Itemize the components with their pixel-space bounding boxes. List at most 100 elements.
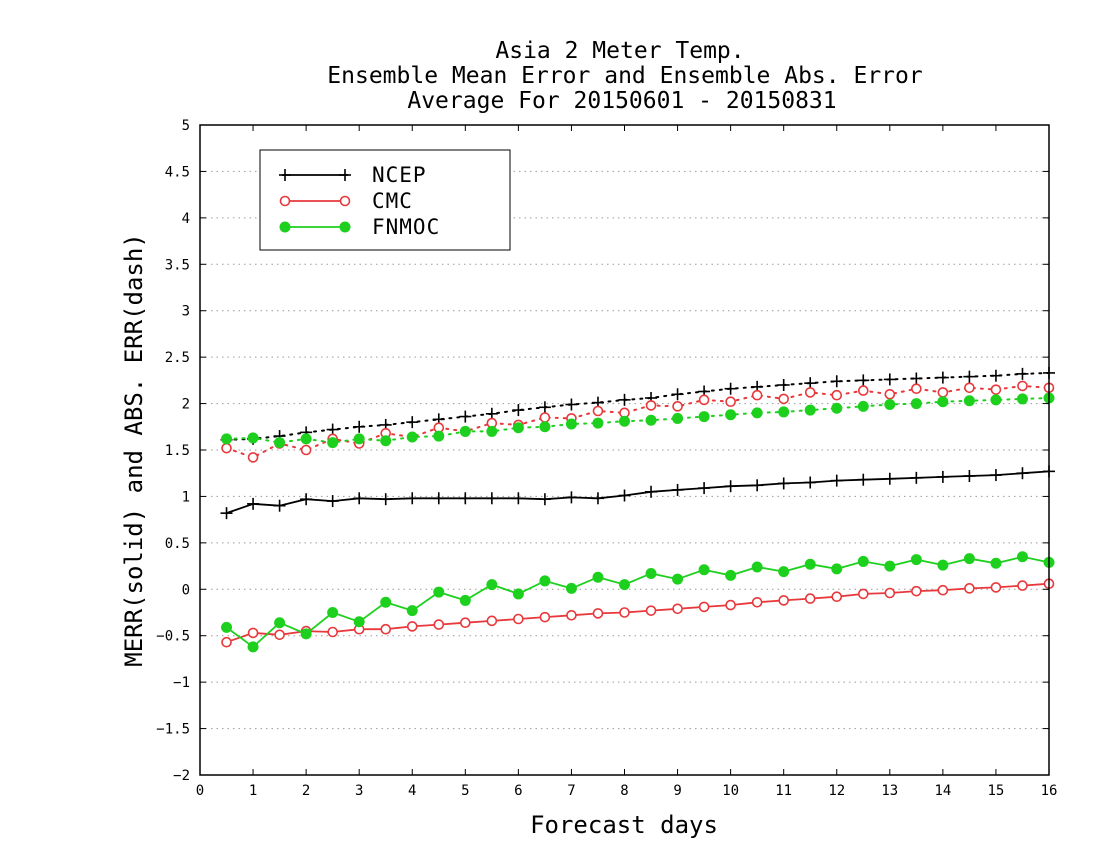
ncep-merr-point	[379, 493, 392, 506]
fnmoc-abs-err-point	[380, 435, 392, 447]
axis-ticks: −2−1.5−1−0.500.511.522.533.544.550 1 2 3 4 5 6…	[156, 118, 1057, 799]
chart-title: Asia 2 Meter Temp. Ensemble Mean Error a…	[327, 38, 922, 114]
y-tick-label: 1	[182, 489, 190, 505]
cmc-merr-point	[911, 585, 922, 597]
cmc-merr-point	[751, 596, 763, 608]
cmc-merr-point	[406, 621, 418, 632]
fnmoc-abs-err-point	[327, 437, 339, 449]
ncep-abs-err-point	[459, 410, 472, 423]
title-line-2: Ensemble Mean Error and Ensemble Abs. Er…	[327, 63, 922, 89]
legend-item-fnmoc: FNMOC	[279, 215, 439, 239]
legend-marker-fnmoc	[339, 221, 351, 233]
ncep-abs-err-point	[724, 382, 737, 395]
fnmoc-merr-point	[725, 569, 737, 581]
fnmoc-merr-point	[539, 575, 551, 587]
ncep-merr-point	[618, 489, 631, 502]
y-tick-label: 1.5	[165, 443, 190, 459]
cmc-abs-err-point	[937, 387, 949, 398]
ncep-merr-point	[751, 479, 764, 492]
ncep-abs-err-point	[989, 369, 1002, 382]
x-tick-label: 15	[988, 783, 1005, 799]
fnmoc-abs-err-point	[433, 430, 445, 442]
cmc-abs-err-point	[804, 387, 816, 398]
cmc-abs-err-point	[964, 382, 975, 394]
cmc-abs-err-point	[592, 405, 604, 417]
legend-marker-ncep	[279, 169, 291, 181]
ncep-merr-point	[645, 485, 658, 498]
fnmoc-merr-point	[645, 568, 657, 579]
ncep-abs-err-point	[857, 374, 870, 387]
title-line-3: Average For 20150601 - 20150831	[407, 88, 836, 114]
fnmoc-abs-err-point	[221, 433, 233, 445]
fnmoc-abs-err-point	[910, 398, 922, 410]
y-tick-label: 0.5	[165, 536, 190, 552]
ncep-abs-err-point	[910, 372, 923, 385]
ncep-merr-point	[910, 471, 923, 484]
fnmoc-abs-err-point	[725, 409, 737, 421]
legend-box	[259, 149, 511, 251]
ncep-abs-err-point	[830, 375, 843, 388]
legend-item-ncep: NCEP	[279, 163, 426, 187]
ncep-merr-point	[406, 492, 419, 505]
cmc-merr-point	[778, 595, 789, 606]
y-tick-label: 5	[182, 118, 190, 134]
cmc-abs-err-point	[831, 389, 843, 401]
fnmoc-merr-point	[1016, 551, 1028, 563]
fnmoc-merr-point	[857, 555, 869, 567]
x-tick-label: 10	[722, 783, 739, 799]
fnmoc-abs-err-point	[274, 437, 286, 449]
cmc-merr-point	[725, 599, 736, 611]
fnmoc-merr-point	[778, 566, 790, 578]
fnmoc-merr-line	[225, 555, 1050, 649]
y-tick-label: 0	[182, 582, 190, 598]
cmc-merr-point	[964, 583, 975, 594]
ncep-merr-point	[485, 492, 498, 505]
x-tick-label: 1	[249, 783, 257, 799]
ncep-abs-err-point	[883, 373, 896, 386]
fnmoc-merr-point	[831, 563, 843, 575]
y-tick-label: 2.5	[165, 350, 190, 366]
fnmoc-merr-point	[937, 559, 949, 571]
ncep-abs-err-point	[538, 401, 551, 414]
cmc-merr-point	[1017, 580, 1028, 591]
ncep-abs-err-point	[353, 420, 366, 433]
ncep-merr-point	[857, 473, 870, 486]
ncep-merr-point	[459, 492, 472, 505]
cmc-merr-point	[486, 615, 498, 627]
ncep-abs-err-point	[565, 398, 578, 411]
fnmoc-abs-err-point	[1016, 393, 1028, 405]
cmc-merr-point	[645, 605, 657, 616]
x-tick-label: 9	[673, 783, 681, 799]
fnmoc-abs-err-point	[565, 418, 577, 430]
cmc-abs-err-point	[645, 400, 657, 411]
fnmoc-merr-point	[300, 628, 312, 640]
cmc-merr-point	[804, 593, 816, 604]
cmc-abs-err-point	[672, 401, 683, 412]
fnmoc-merr-point	[406, 605, 418, 617]
fnmoc-merr-point	[486, 579, 498, 591]
fnmoc-merr-point	[512, 588, 524, 600]
ncep-merr-point	[432, 492, 445, 505]
x-tick-label: 7	[567, 783, 575, 799]
fnmoc-merr-point	[433, 586, 445, 598]
cmc-merr-point	[513, 613, 524, 625]
legend-marker-cmc	[279, 195, 291, 207]
fnmoc-merr-point	[592, 571, 604, 583]
fnmoc-merr-point	[221, 621, 233, 633]
fnmoc-abs-err-point	[645, 414, 657, 426]
fnmoc-merr-point	[247, 641, 259, 653]
fnmoc-merr-point	[619, 579, 630, 591]
fnmoc-abs-err-point	[486, 425, 498, 437]
fnmoc-abs-err-point	[619, 415, 630, 427]
gridlines	[200, 170, 1049, 730]
cmc-abs-err-point	[725, 396, 736, 408]
cmc-merr-point	[433, 619, 445, 630]
fnmoc-abs-err-point	[778, 406, 790, 418]
fnmoc-merr-point	[884, 560, 896, 572]
ncep-merr-line	[226, 470, 1050, 514]
cmc-merr-point	[937, 584, 949, 596]
ncep-merr-point	[963, 470, 976, 482]
plot-series	[220, 366, 1055, 653]
cmc-abs-err-point	[778, 393, 789, 405]
